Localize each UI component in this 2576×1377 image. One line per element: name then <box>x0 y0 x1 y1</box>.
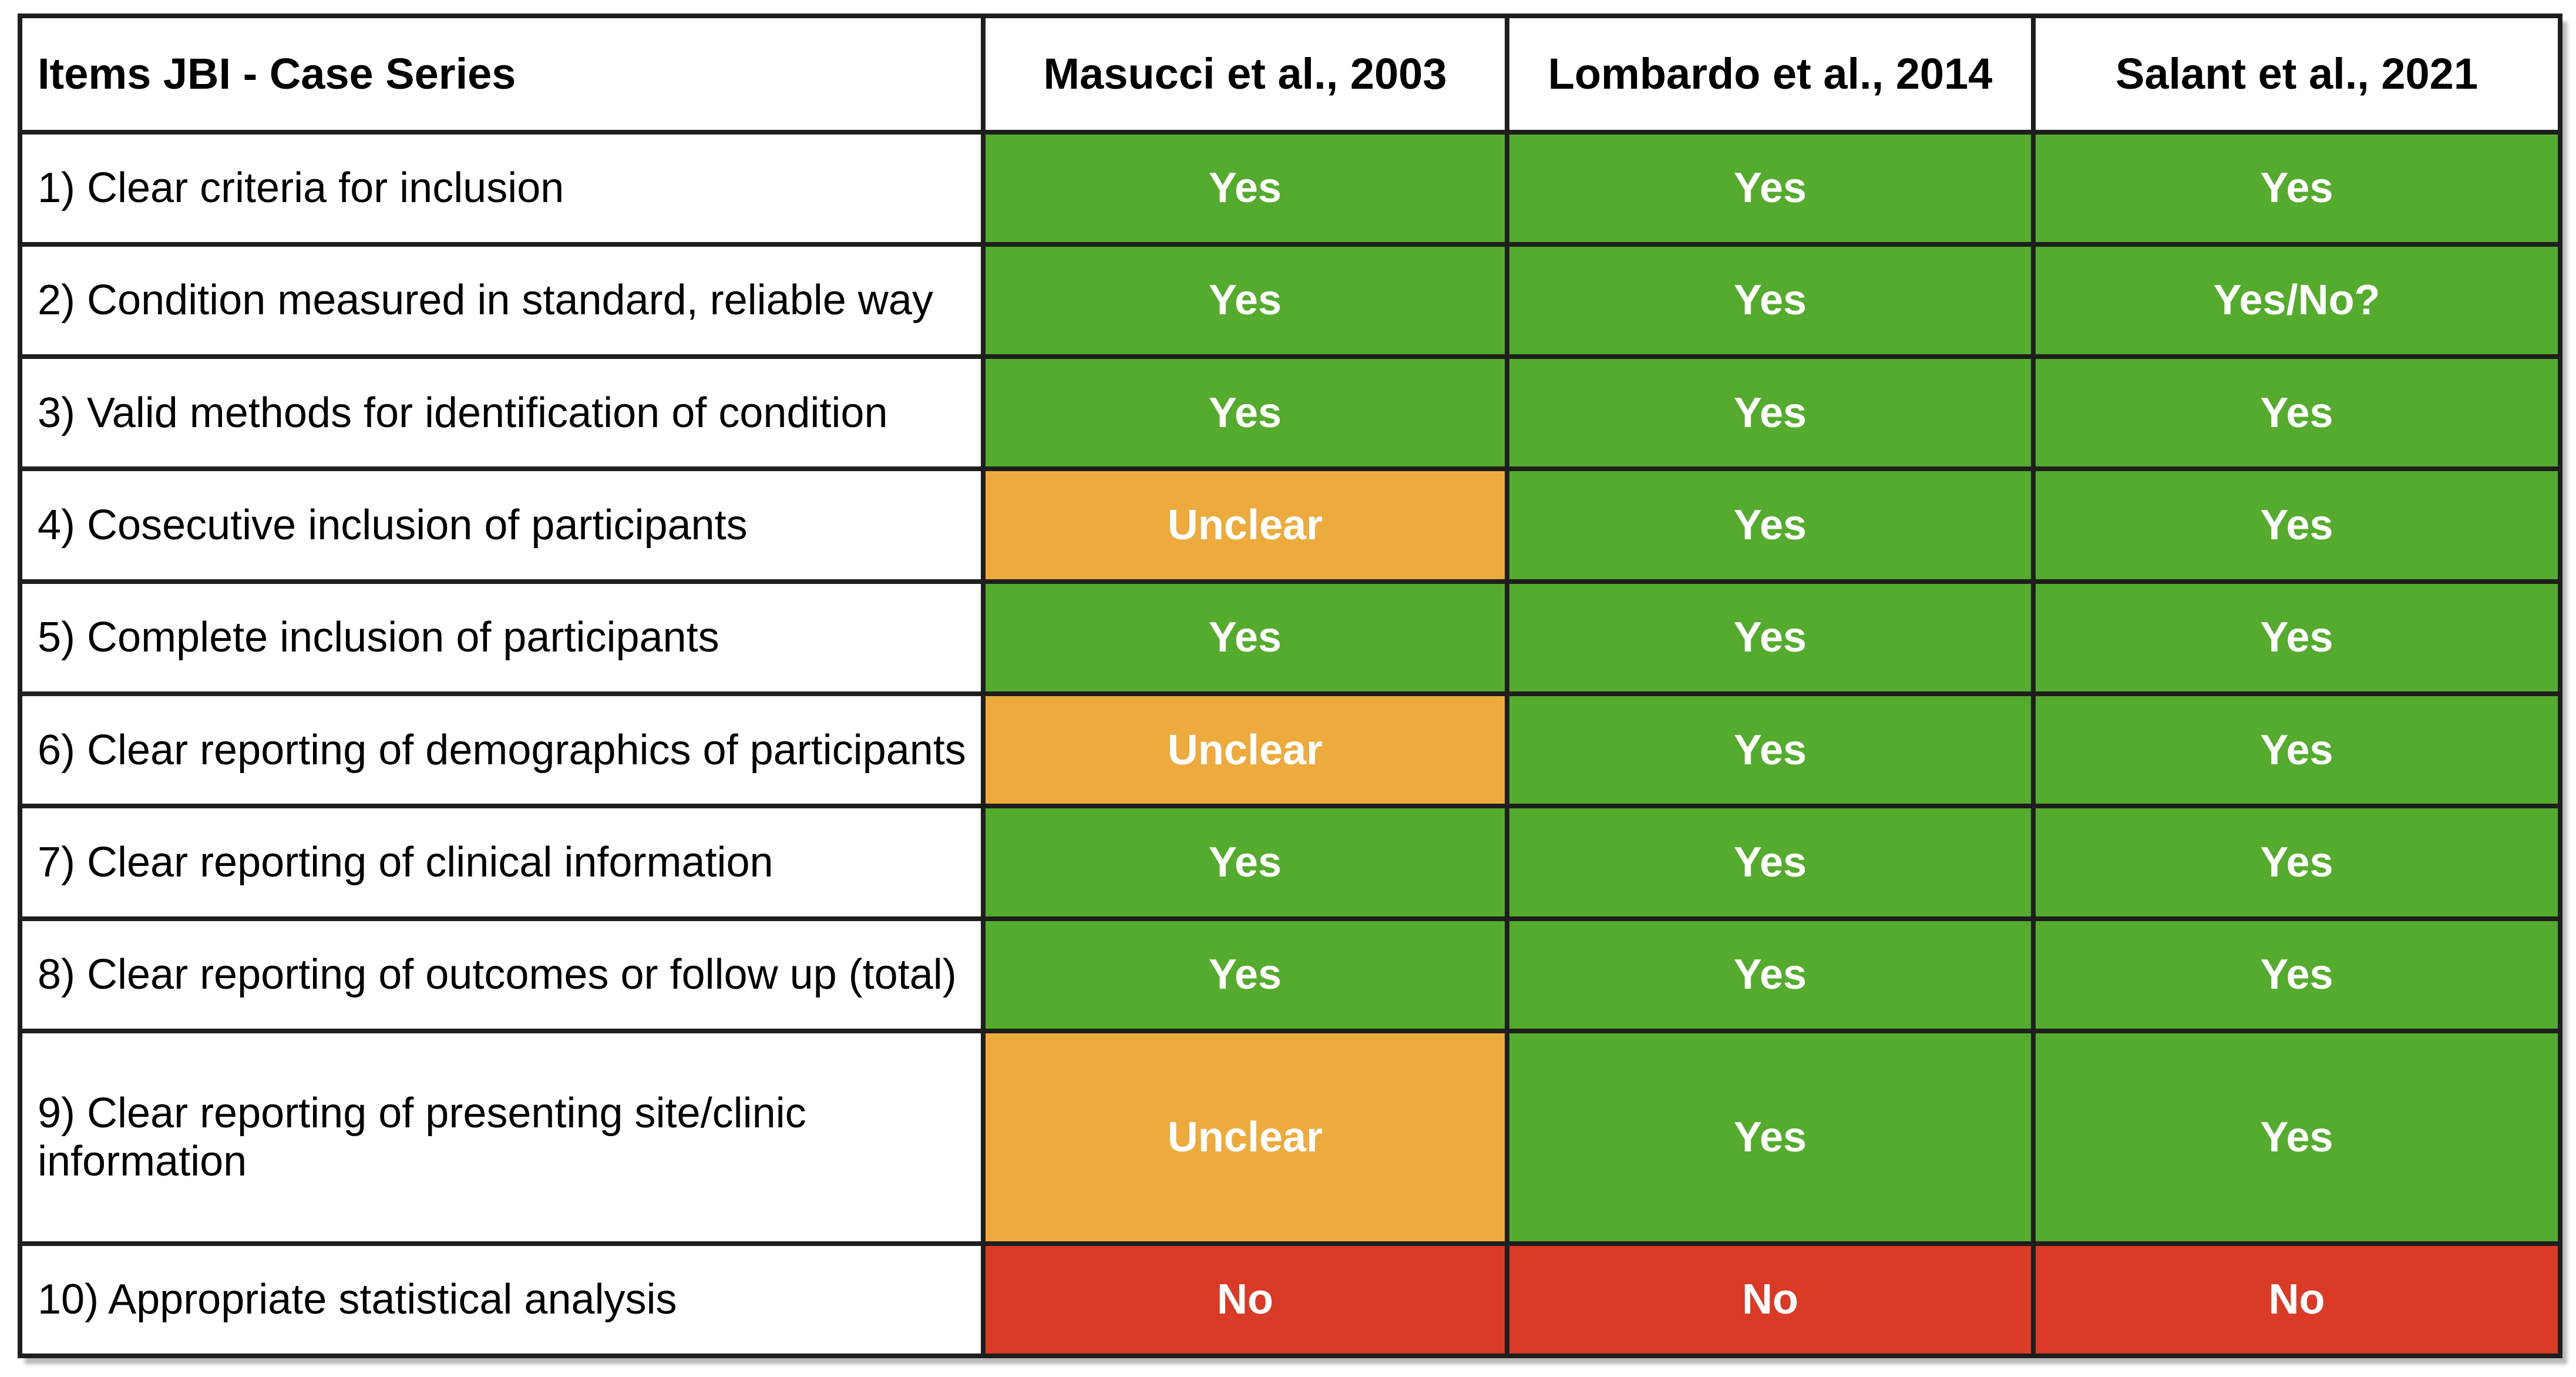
rating-cell-salant: No <box>2031 1241 2562 1359</box>
rating-cell-salant: Yes <box>2031 916 2562 1033</box>
criterion-label: 1) Clear criteria for inclusion <box>18 129 986 247</box>
rating-cell-masucci: Yes <box>981 579 1509 696</box>
rating-cell-lombardo: Yes <box>1505 1028 2036 1246</box>
rating-cell-masucci: Yes <box>981 916 1509 1033</box>
criterion-label: 10) Appropriate statistical analysis <box>18 1241 986 1359</box>
study-header-salant: Salant et al., 2021 <box>2031 14 2562 135</box>
study-header-lombardo: Lombardo et al., 2014 <box>1505 14 2036 135</box>
criterion-row-1: 1) Clear criteria for inclusion Yes Yes … <box>18 129 2562 247</box>
rating-cell-salant: Yes <box>2031 129 2562 247</box>
criterion-label: 3) Valid methods for identification of c… <box>18 354 986 472</box>
rating-cell-lombardo: Yes <box>1505 916 2036 1033</box>
rating-cell-salant: Yes <box>2031 466 2562 584</box>
criterion-row-5: 5) Complete inclusion of participants Ye… <box>18 579 2562 696</box>
criterion-row-3: 3) Valid methods for identification of c… <box>18 354 2562 472</box>
rating-cell-lombardo: Yes <box>1505 241 2036 360</box>
rating-cell-masucci: Yes <box>981 804 1509 921</box>
criterion-row-2: 2) Condition measured in standard, relia… <box>18 241 2562 360</box>
criterion-label: 2) Condition measured in standard, relia… <box>18 241 986 360</box>
rating-cell-masucci: Unclear <box>981 466 1509 584</box>
rating-cell-salant: Yes <box>2031 579 2562 696</box>
rating-cell-salant: Yes <box>2031 1028 2562 1246</box>
rating-cell-lombardo: Yes <box>1505 691 2036 809</box>
rating-cell-masucci: No <box>981 1241 1509 1359</box>
rating-cell-lombardo: Yes <box>1505 466 2036 584</box>
rating-cell-masucci: Yes <box>981 241 1509 360</box>
criterion-row-4: 4) Cosecutive inclusion of participants … <box>18 466 2562 584</box>
criterion-label: 9) Clear reporting of presenting site/cl… <box>18 1028 986 1246</box>
rating-cell-salant: Yes/No? <box>2031 241 2562 360</box>
criterion-label: 6) Clear reporting of demographics of pa… <box>18 691 986 809</box>
rating-cell-masucci: Unclear <box>981 691 1509 809</box>
header-row: Items JBI - Case Series Masucci et al., … <box>18 14 2562 135</box>
rating-cell-lombardo: No <box>1505 1241 2036 1359</box>
rating-cell-lombardo: Yes <box>1505 804 2036 921</box>
study-header-masucci: Masucci et al., 2003 <box>981 14 1509 135</box>
criterion-row-8: 8) Clear reporting of outcomes or follow… <box>18 916 2562 1033</box>
rating-cell-salant: Yes <box>2031 691 2562 809</box>
rating-cell-salant: Yes <box>2031 354 2562 472</box>
rating-cell-lombardo: Yes <box>1505 579 2036 696</box>
rating-cell-masucci: Unclear <box>981 1028 1509 1246</box>
criterion-label: 5) Complete inclusion of participants <box>18 579 986 696</box>
rating-cell-salant: Yes <box>2031 804 2562 921</box>
rating-cell-lombardo: Yes <box>1505 129 2036 247</box>
rating-cell-lombardo: Yes <box>1505 354 2036 472</box>
criterion-row-9: 9) Clear reporting of presenting site/cl… <box>18 1028 2562 1246</box>
rating-cell-masucci: Yes <box>981 129 1509 247</box>
criterion-row-6: 6) Clear reporting of demographics of pa… <box>18 691 2562 809</box>
criterion-row-7: 7) Clear reporting of clinical informati… <box>18 804 2562 921</box>
criterion-label: 8) Clear reporting of outcomes or follow… <box>18 916 986 1033</box>
criterion-label: 7) Clear reporting of clinical informati… <box>18 804 986 921</box>
rating-cell-masucci: Yes <box>981 354 1509 472</box>
table-title-cell: Items JBI - Case Series <box>18 14 986 135</box>
jbi-appraisal-table: Items JBI - Case Series Masucci et al., … <box>18 14 2562 1359</box>
criterion-row-10: 10) Appropriate statistical analysis No … <box>18 1241 2562 1359</box>
criterion-label: 4) Cosecutive inclusion of participants <box>18 466 986 584</box>
